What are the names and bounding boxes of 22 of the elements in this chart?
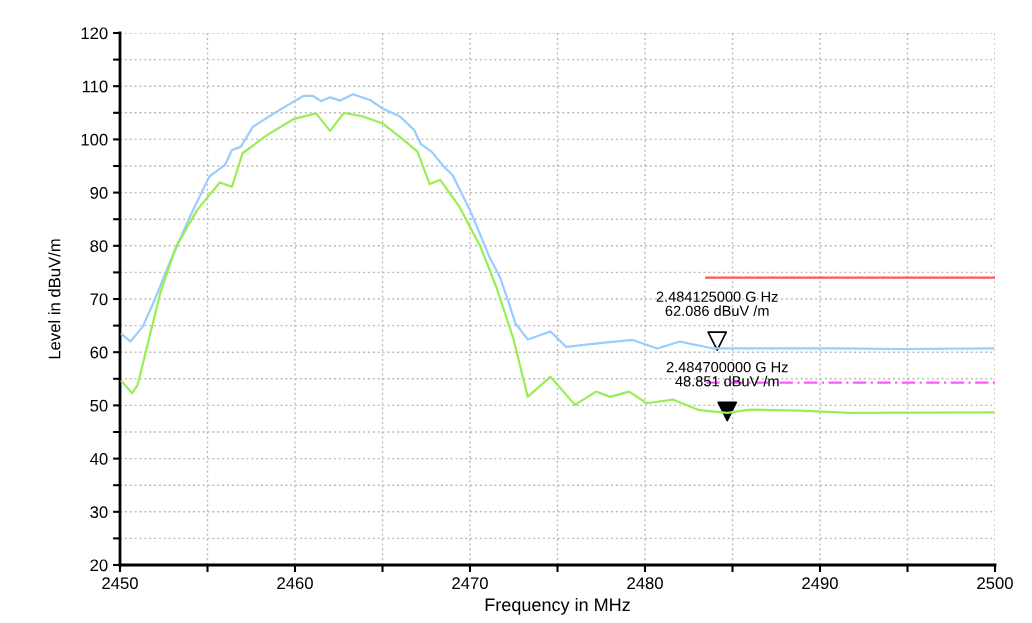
y-tick-label: 30 (90, 506, 108, 518)
x-axis-title: Frequency in MHz (485, 597, 630, 615)
x-tick-label: 2500 (977, 577, 1013, 590)
y-tick-label: 20 (90, 559, 108, 572)
y-tick-label: 100 (81, 133, 108, 146)
y-tick-label: 70 (90, 293, 108, 306)
annotation: 2.484700000 G Hz 48.851 dBuV /m (666, 361, 788, 387)
y-tick-label: 40 (90, 453, 108, 465)
y-axis-title: Level in dBuV/m (48, 239, 61, 359)
x-tick-label: 2480 (627, 577, 663, 590)
y-tick-label: 110 (82, 80, 108, 93)
y-tick-label: 60 (90, 346, 108, 359)
x-tick-label: 2490 (802, 577, 838, 590)
y-tick-label: 90 (90, 187, 108, 199)
y-tick-label: 120 (81, 27, 108, 40)
annotation: 2.484125000 G Hz 62.086 dBuV /m (656, 291, 778, 316)
line-series (120, 93, 995, 351)
x-tick-label: 2470 (452, 577, 488, 590)
x-tick-label: 2460 (277, 577, 313, 590)
y-tick-label: 80 (90, 240, 108, 252)
y-tick-label: 50 (90, 399, 108, 412)
x-tick-label: 2450 (102, 577, 138, 590)
